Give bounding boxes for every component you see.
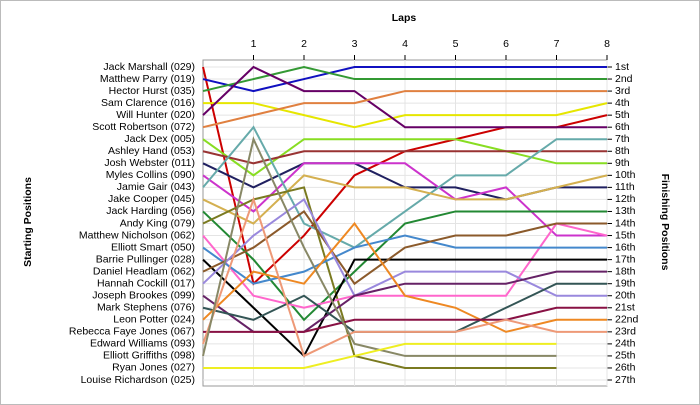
y2-tick-label: 11th [615,181,635,193]
y2-tick-label: 17th [615,253,636,265]
series-label: Edward Williams (093) [90,338,195,350]
y2-tick-label: 18th [615,265,636,277]
series-label: Ryan Jones (027) [112,362,195,374]
y2-tick-label: 9th [615,157,630,169]
y2-tick-label: 6th [615,121,630,133]
x-tick-label: 1 [251,38,257,50]
y-axis-label: Starting Positions [22,177,34,267]
position-line [202,138,607,177]
series-label: Jack Marshall (029) [103,61,195,73]
x-tick-label: 3 [352,38,358,50]
y2-tick-label: 27th [615,374,636,386]
y2-tick-label: 16th [615,241,636,253]
series-label: Hannah Cockill (017) [97,277,195,289]
position-line [202,125,607,249]
x-tick-label: 2 [301,38,307,50]
position-line [202,90,607,129]
series-label: Louise Richardson (025) [81,374,195,386]
series-label: Ashley Hand (053) [108,145,195,157]
y2-tick-label: 5th [615,109,630,121]
series-label: Joseph Brookes (099) [92,290,195,302]
series-label: Rebecca Faye Jones (067) [69,326,195,338]
y2-tick-label: 2nd [615,73,633,85]
position-line [202,258,607,358]
y2-tick-label: 3rd [615,85,630,97]
x-tick-label: 7 [554,38,560,50]
series-label: Jack Dex (005) [124,133,195,145]
position-line [202,221,607,333]
y2-tick-label: 13th [615,205,636,217]
y2-tick-label: 24th [615,338,636,350]
y2-tick-label: 26th [615,362,636,374]
position-line [202,234,607,285]
series-label: Sam Clarence (016) [101,97,195,109]
y2-tick-label: 8th [615,145,630,157]
position-line [203,102,608,129]
series-label: Josh Webster (011) [104,157,195,169]
y2-tick-label: 21st [615,302,635,314]
series-label: Scott Robertson (072) [92,121,195,133]
x-tick-label: 8 [604,38,610,50]
series-label: Barrie Pullinger (028) [96,253,195,265]
series-label: Leon Potter (024) [113,314,195,326]
position-line [202,197,607,298]
series-label: Elliott Griffiths (098) [103,350,195,362]
series-label: Matthew Parry (019) [100,73,195,85]
position-line [203,306,607,333]
y2-tick-label: 10th [615,169,636,181]
y2-tick-label: 15th [615,229,636,241]
y2-tick-label: 22nd [615,314,639,326]
y2-tick-label: 4th [615,97,630,109]
x-tick-label: 6 [503,38,509,50]
y2-tick-label: 20th [615,290,636,302]
series-label: Elliott Smart (050) [111,241,195,253]
position-line [202,66,607,93]
series-label: Daniel Headlam (062) [93,265,195,277]
position-line [202,65,607,129]
y2-axis-label: Finishing Positions [659,174,671,271]
y2-tick-label: 1st [615,61,629,73]
position-line [202,210,607,286]
y2-tick-label: 23rd [615,326,636,338]
series-label: Andy King (079) [120,217,195,229]
series-label: Jake Cooper (045) [108,193,195,205]
x-tick-label: 4 [402,38,408,50]
series-label: Will Hunter (020) [116,109,195,121]
series-label: Matthew Nicholson (062) [79,229,195,241]
series-label: Jack Harding (056) [106,205,195,217]
series-label: Jamie Gair (043) [117,181,195,193]
series-label: Myles Collins (090) [106,169,195,181]
y2-tick-label: 25th [615,350,636,362]
x-tick-label: 5 [453,38,459,50]
position-line [202,174,608,225]
chart-title: Laps [392,12,417,24]
position-line [203,342,557,369]
y2-tick-label: 7th [615,133,630,145]
series-label: Mark Stephens (076) [97,302,195,314]
y2-tick-label: 19th [615,277,636,289]
position-line [202,186,557,369]
position-line [202,196,607,358]
y2-tick-label: 12th [615,193,636,205]
y2-tick-label: 14th [615,217,636,229]
series-label: Hector Hurst (035) [109,85,195,97]
